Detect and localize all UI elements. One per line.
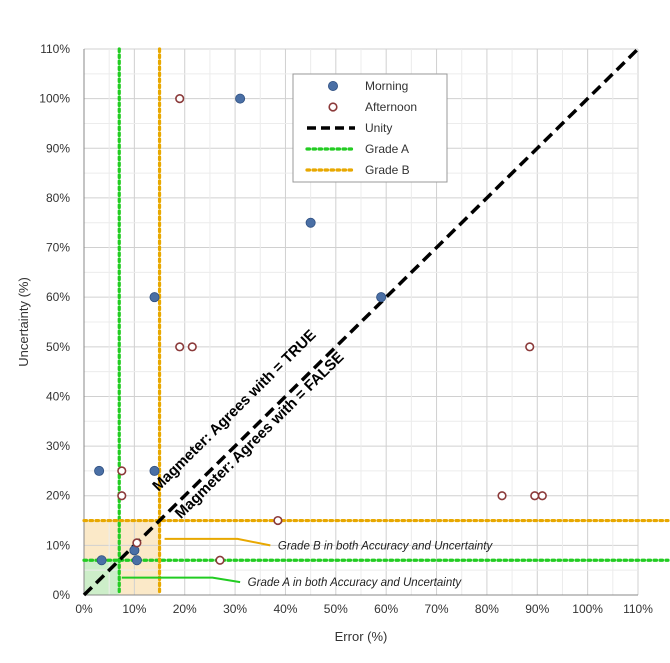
legend-label-grade-a: Grade A (365, 142, 409, 156)
point-afternoon (525, 342, 535, 352)
y-tick-label: 110% (40, 42, 70, 56)
x-axis-title: Error (%) (335, 629, 388, 644)
grade-b-callout-line (164, 537, 271, 547)
point-morning (235, 93, 246, 104)
x-tick-label: 100% (572, 602, 603, 616)
point-afternoon (117, 491, 127, 501)
point-morning (305, 217, 316, 228)
y-axis-title: Uncertainty (%) (16, 277, 31, 367)
point-afternoon (273, 515, 283, 526)
legend-label-grade-b: Grade B (365, 163, 410, 177)
y-tick-label: 100% (39, 92, 70, 106)
legend: Morning Afternoon Unity Grade A Grade B (292, 73, 448, 183)
x-tick-label: 90% (525, 602, 549, 616)
y-tick-label: 80% (46, 191, 70, 205)
y-tick-label: 70% (46, 241, 70, 255)
point-morning (96, 555, 107, 566)
legend-label-morning: Morning (365, 79, 408, 93)
point-morning (94, 465, 105, 476)
unity-line (82, 47, 640, 597)
point-afternoon (497, 491, 507, 501)
legend-items: Morning Afternoon Unity Grade A Grade B (305, 79, 417, 177)
x-tick-labels: 0% 10% 20% 30% 40% 50% 60% 70% 80% 90% 100% 110% (75, 602, 653, 616)
point-afternoon (132, 538, 142, 548)
y-tick-label: 30% (46, 439, 70, 453)
point-morning (376, 292, 387, 303)
x-tick-label: 10% (122, 602, 146, 616)
x-tick-label: 30% (223, 602, 247, 616)
y-tick-label: 10% (46, 538, 70, 552)
unity-line-path (82, 47, 640, 597)
grade-a-callout-line (121, 576, 241, 584)
y-tick-label: 90% (46, 141, 70, 155)
point-afternoon (175, 94, 185, 104)
x-tick-label: 40% (273, 602, 297, 616)
annotation-grade-a: Grade A in both Accuracy and Uncertainty (248, 577, 463, 589)
legend-swatch-afternoon (328, 102, 338, 112)
annotation-grade-b: Grade B in both Accuracy and Uncertainty (278, 540, 494, 552)
x-tick-label: 50% (324, 602, 348, 616)
x-tick-label: 110% (623, 602, 653, 616)
point-morning (149, 292, 160, 303)
x-tick-label: 70% (425, 602, 449, 616)
y-tick-label: 40% (46, 389, 70, 403)
y-tick-label: 20% (46, 489, 70, 503)
y-tick-label: 50% (46, 340, 70, 354)
legend-label-unity: Unity (365, 121, 392, 135)
point-morning (131, 555, 142, 566)
x-tick-label: 60% (374, 602, 398, 616)
x-tick-label: 0% (75, 602, 93, 616)
point-afternoon (175, 342, 185, 352)
point-afternoon (530, 491, 540, 501)
point-afternoon (117, 466, 127, 476)
point-afternoon (187, 342, 197, 352)
threshold-lines (82, 47, 670, 597)
y-tick-labels: 0% 10% 20% 30% 40% 50% 60% 70% 80% 90% 100% 110% (39, 42, 70, 602)
point-afternoon (215, 555, 225, 565)
y-tick-label: 0% (53, 588, 71, 602)
point-afternoon (537, 491, 547, 501)
axes (83, 49, 638, 596)
data-points (94, 93, 547, 566)
y-tick-label: 60% (46, 290, 70, 304)
x-tick-label: 80% (475, 602, 499, 616)
legend-label-afternoon: Afternoon (365, 100, 417, 114)
grade-callouts (121, 537, 271, 584)
x-tick-label: 20% (173, 602, 197, 616)
point-morning (149, 465, 160, 476)
legend-box (292, 73, 448, 183)
legend-swatch-morning (327, 81, 338, 92)
